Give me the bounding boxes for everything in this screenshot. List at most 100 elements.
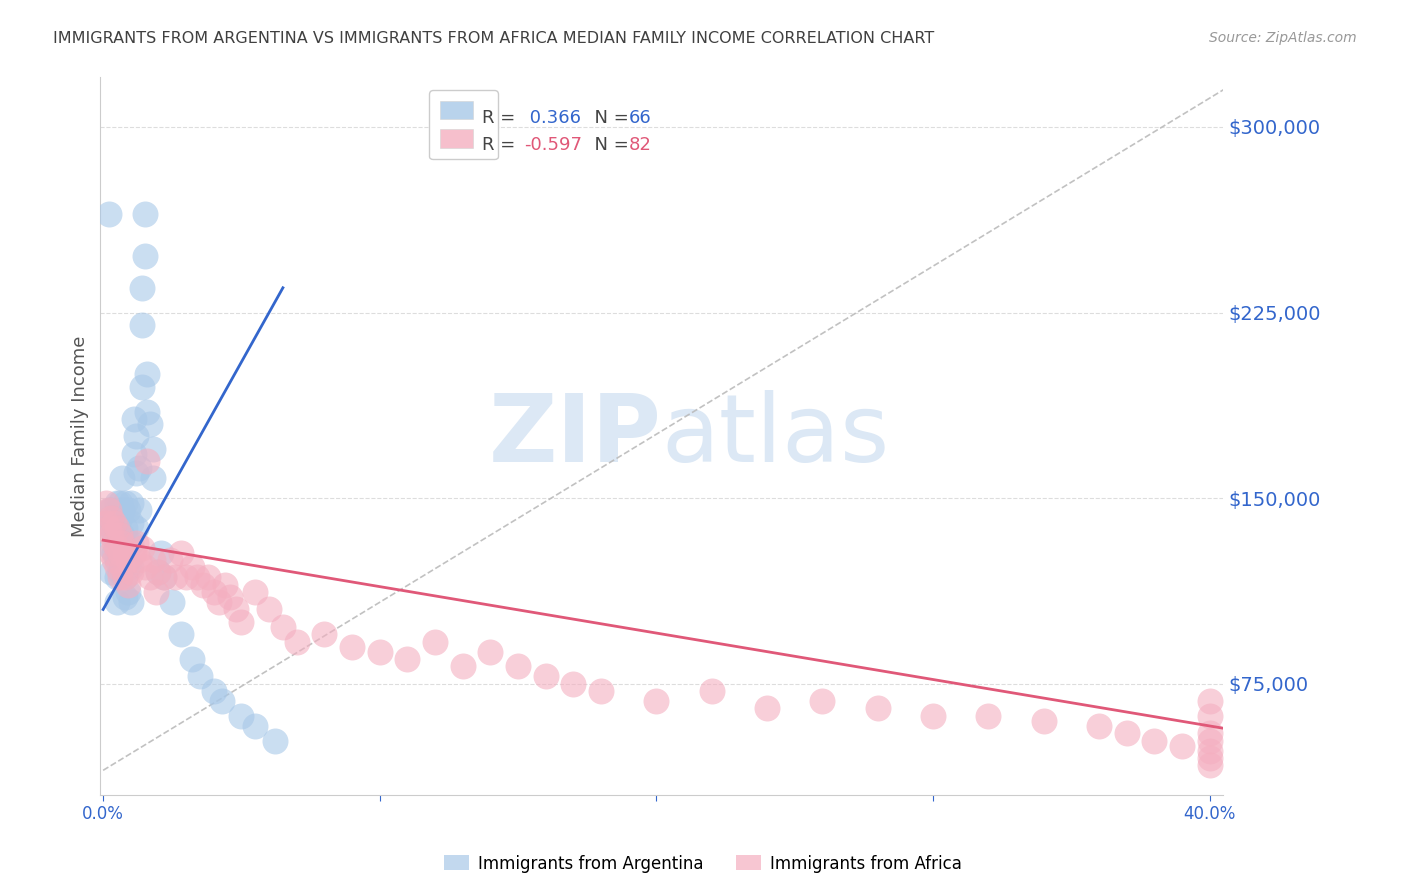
Point — [136, 454, 159, 468]
Point — [100, 528, 122, 542]
Point — [977, 709, 1000, 723]
Point — [225, 602, 247, 616]
Point — [211, 694, 233, 708]
Point — [108, 528, 131, 542]
Point — [131, 541, 153, 555]
Point — [700, 684, 723, 698]
Point — [117, 503, 139, 517]
Point — [120, 595, 142, 609]
Point — [142, 442, 165, 456]
Point — [150, 545, 173, 559]
Point — [114, 590, 136, 604]
Point — [125, 521, 148, 535]
Point — [117, 535, 139, 549]
Point — [214, 578, 236, 592]
Point — [134, 249, 156, 263]
Point — [263, 733, 285, 747]
Point — [811, 694, 834, 708]
Point — [202, 585, 225, 599]
Point — [125, 467, 148, 481]
Point — [153, 570, 176, 584]
Point — [257, 602, 280, 616]
Point — [128, 503, 150, 517]
Point — [169, 545, 191, 559]
Point — [423, 634, 446, 648]
Point — [1198, 694, 1220, 708]
Text: R =: R = — [482, 136, 522, 153]
Text: N =: N = — [583, 109, 636, 127]
Point — [114, 496, 136, 510]
Point — [122, 412, 145, 426]
Text: 0.366: 0.366 — [524, 109, 582, 127]
Point — [162, 595, 184, 609]
Point — [755, 701, 778, 715]
Point — [219, 590, 242, 604]
Point — [108, 570, 131, 584]
Point — [103, 511, 125, 525]
Text: N =: N = — [583, 136, 636, 153]
Point — [134, 206, 156, 220]
Point — [202, 684, 225, 698]
Point — [245, 585, 267, 599]
Point — [97, 521, 120, 535]
Point — [534, 669, 557, 683]
Point — [142, 471, 165, 485]
Point — [506, 659, 529, 673]
Point — [197, 570, 219, 584]
Point — [866, 701, 889, 715]
Point — [94, 496, 117, 510]
Point — [114, 570, 136, 584]
Point — [105, 496, 128, 510]
Point — [125, 429, 148, 443]
Point — [285, 634, 308, 648]
Point — [117, 553, 139, 567]
Text: -0.597: -0.597 — [524, 136, 582, 153]
Point — [94, 516, 117, 530]
Point — [120, 560, 142, 574]
Point — [97, 503, 120, 517]
Point — [114, 545, 136, 559]
Point — [131, 380, 153, 394]
Text: 82: 82 — [628, 136, 651, 153]
Point — [142, 553, 165, 567]
Point — [148, 566, 170, 580]
Point — [111, 528, 134, 542]
Point — [111, 503, 134, 517]
Point — [131, 281, 153, 295]
Point — [136, 368, 159, 382]
Point — [1032, 714, 1054, 728]
Text: atlas: atlas — [662, 391, 890, 483]
Point — [131, 318, 153, 332]
Point — [117, 578, 139, 592]
Y-axis label: Median Family Income: Median Family Income — [72, 335, 89, 537]
Text: ZIP: ZIP — [489, 391, 662, 483]
Point — [479, 644, 502, 658]
Point — [100, 541, 122, 555]
Point — [188, 669, 211, 683]
Point — [231, 615, 253, 629]
Point — [180, 652, 202, 666]
Point — [103, 545, 125, 559]
Point — [111, 560, 134, 574]
Point — [120, 535, 142, 549]
Point — [114, 570, 136, 584]
Point — [1171, 739, 1194, 753]
Point — [186, 570, 208, 584]
Point — [231, 709, 253, 723]
Point — [1115, 726, 1137, 740]
Point — [1198, 743, 1220, 757]
Point — [245, 719, 267, 733]
Point — [139, 417, 162, 431]
Point — [128, 461, 150, 475]
Point — [1198, 758, 1220, 772]
Point — [562, 676, 585, 690]
Point — [105, 553, 128, 567]
Text: 66: 66 — [628, 109, 651, 127]
Point — [120, 496, 142, 510]
Point — [589, 684, 612, 698]
Point — [163, 570, 186, 584]
Point — [125, 535, 148, 549]
Point — [111, 553, 134, 567]
Point — [97, 503, 120, 517]
Text: R =: R = — [482, 109, 522, 127]
